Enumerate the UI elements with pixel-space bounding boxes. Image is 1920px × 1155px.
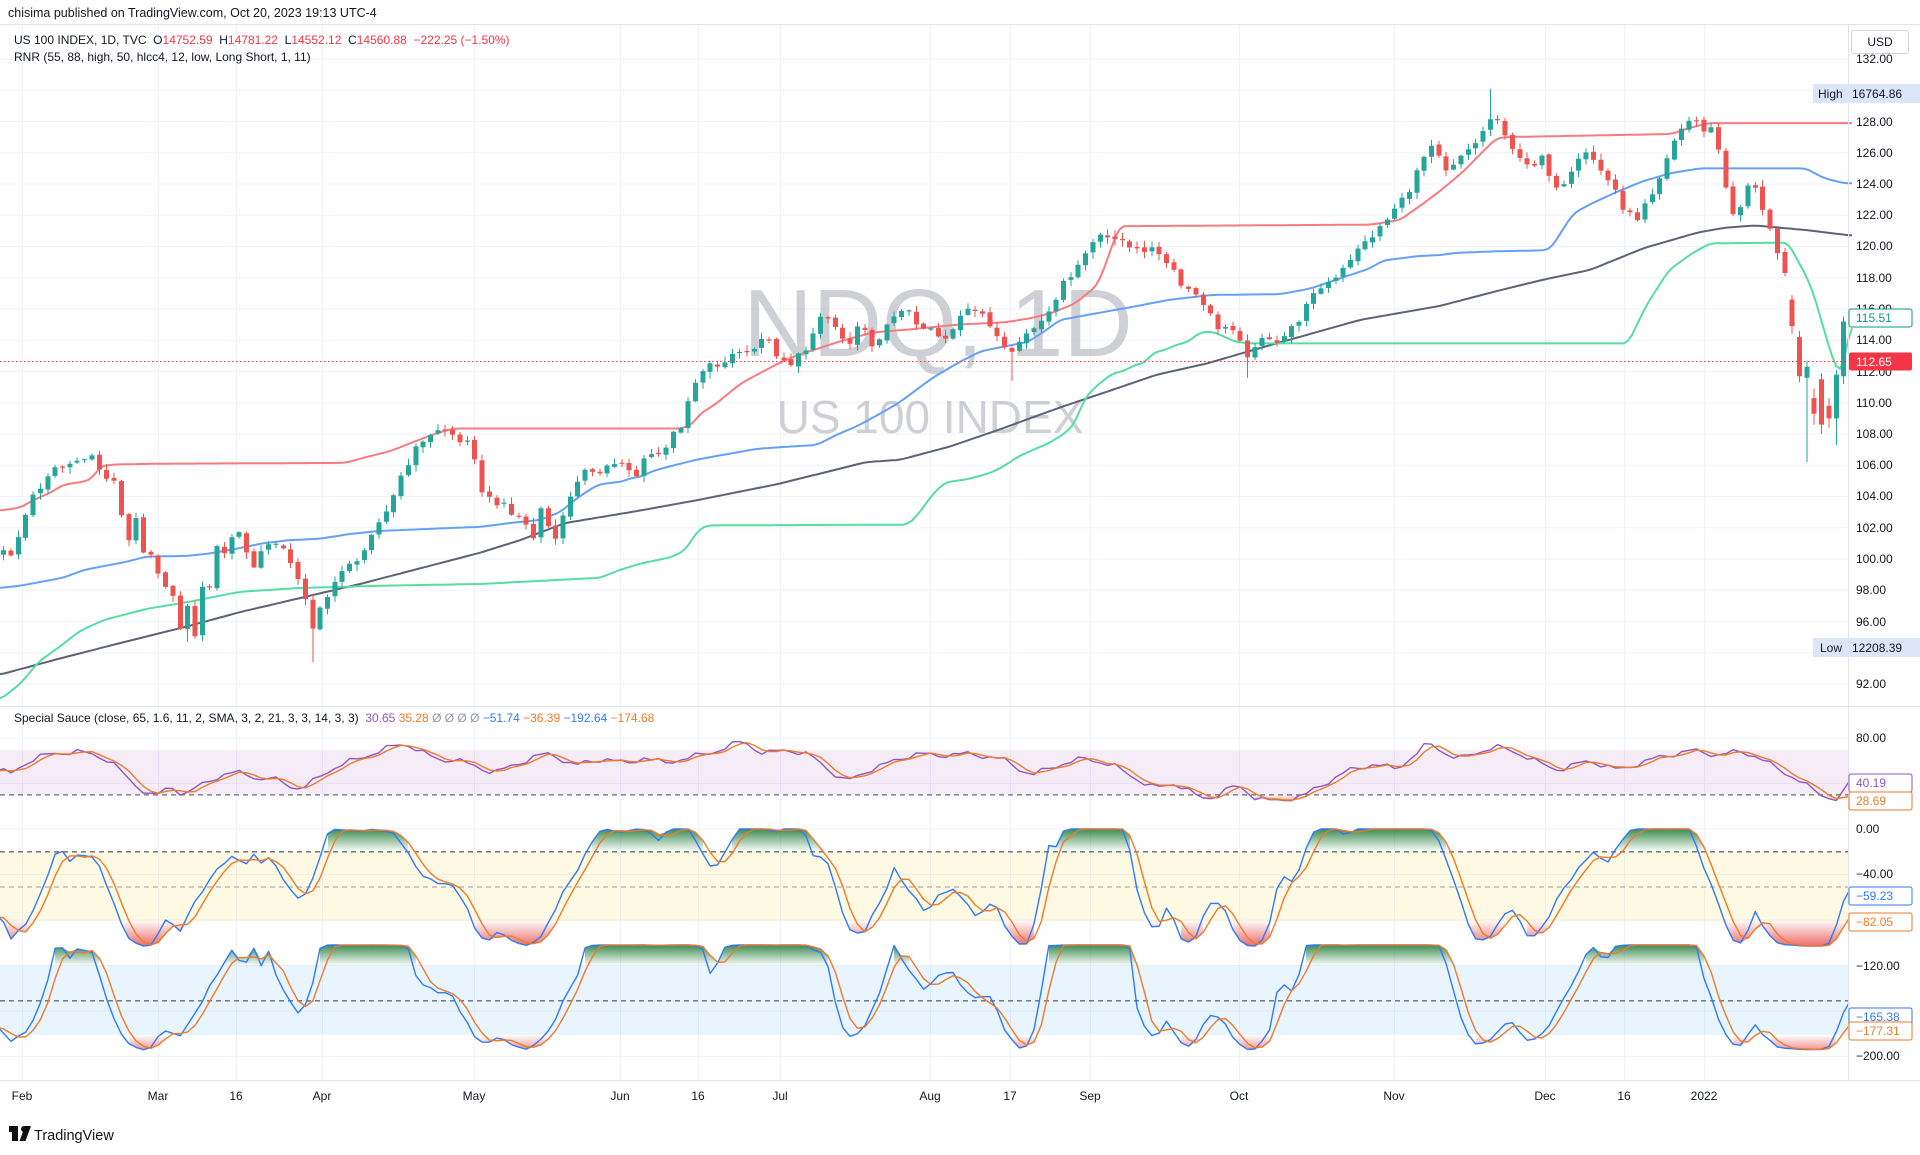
svg-text:2022: 2022 [1691, 1089, 1718, 1103]
svg-text:126.00: 126.00 [1856, 146, 1893, 160]
svg-text:−82.05: −82.05 [1856, 915, 1893, 929]
svg-text:−120.00: −120.00 [1856, 959, 1900, 973]
svg-text:128.00: 128.00 [1856, 115, 1893, 129]
svg-text:Dec: Dec [1534, 1089, 1555, 1103]
svg-text:Sep: Sep [1079, 1089, 1101, 1103]
svg-text:98.00: 98.00 [1856, 583, 1886, 597]
svg-text:US 100 INDEX, 1D, TVC O14752.: US 100 INDEX, 1D, TVC O14752.59 H14781.2… [14, 33, 510, 47]
svg-text:110.00: 110.00 [1856, 396, 1892, 410]
svg-text:US 100 INDEX: US 100 INDEX [777, 391, 1084, 443]
svg-text:16764.86: 16764.86 [1852, 87, 1902, 101]
svg-text:102.00: 102.00 [1856, 521, 1893, 535]
svg-text:Jun: Jun [610, 1089, 629, 1103]
svg-text:May: May [463, 1089, 486, 1103]
svg-text:100.00: 100.00 [1856, 552, 1893, 566]
svg-text:108.00: 108.00 [1856, 427, 1893, 441]
svg-text:RNR (55, 88, high, 50, hlcc4,: RNR (55, 88, high, 50, hlcc4, 12, low, L… [14, 50, 311, 64]
svg-text:−200.00: −200.00 [1856, 1049, 1900, 1063]
svg-text:12208.39: 12208.39 [1852, 641, 1902, 655]
svg-text:114.00: 114.00 [1856, 333, 1892, 347]
svg-text:chisima published on TradingVi: chisima published on TradingView.com, Oc… [8, 6, 377, 20]
svg-text:122.00: 122.00 [1856, 208, 1893, 222]
svg-text:0.00: 0.00 [1856, 822, 1880, 836]
svg-text:Apr: Apr [313, 1089, 332, 1103]
svg-text:Aug: Aug [919, 1089, 940, 1103]
svg-text:Mar: Mar [148, 1089, 169, 1103]
svg-text:High: High [1818, 87, 1843, 101]
svg-text:124.00: 124.00 [1856, 177, 1893, 191]
svg-text:−40.00: −40.00 [1856, 867, 1893, 881]
svg-text:106.00: 106.00 [1856, 458, 1893, 472]
svg-text:115.51: 115.51 [1856, 311, 1892, 325]
svg-text:Low: Low [1820, 641, 1842, 655]
svg-text:17: 17 [1003, 1089, 1017, 1103]
svg-text:Jul: Jul [772, 1089, 787, 1103]
svg-text:92.00: 92.00 [1856, 677, 1886, 691]
svg-text:Feb: Feb [12, 1089, 33, 1103]
svg-text:Special Sauce (close, 65, 1.6,: Special Sauce (close, 65, 1.6, 11, 2, SM… [14, 711, 655, 725]
svg-text:120.00: 120.00 [1856, 239, 1893, 253]
svg-text:16: 16 [691, 1089, 705, 1103]
svg-text:104.00: 104.00 [1856, 489, 1893, 503]
svg-text:16: 16 [229, 1089, 243, 1103]
svg-text:112.65: 112.65 [1856, 355, 1892, 369]
svg-text:80.00: 80.00 [1856, 731, 1886, 745]
svg-text:−177.31: −177.31 [1856, 1024, 1900, 1038]
svg-text:132.00: 132.00 [1856, 52, 1893, 66]
svg-text:USD: USD [1867, 35, 1893, 49]
svg-text:TradingView: TradingView [34, 1128, 114, 1144]
svg-text:−165.38: −165.38 [1856, 1010, 1900, 1024]
svg-text:Nov: Nov [1383, 1089, 1404, 1103]
svg-text:96.00: 96.00 [1856, 615, 1886, 629]
svg-text:40.19: 40.19 [1856, 776, 1886, 790]
svg-text:−59.23: −59.23 [1856, 889, 1893, 903]
svg-text:Oct: Oct [1230, 1089, 1249, 1103]
svg-text:28.69: 28.69 [1856, 794, 1886, 808]
svg-text:118.00: 118.00 [1856, 271, 1892, 285]
svg-text:16: 16 [1617, 1089, 1631, 1103]
